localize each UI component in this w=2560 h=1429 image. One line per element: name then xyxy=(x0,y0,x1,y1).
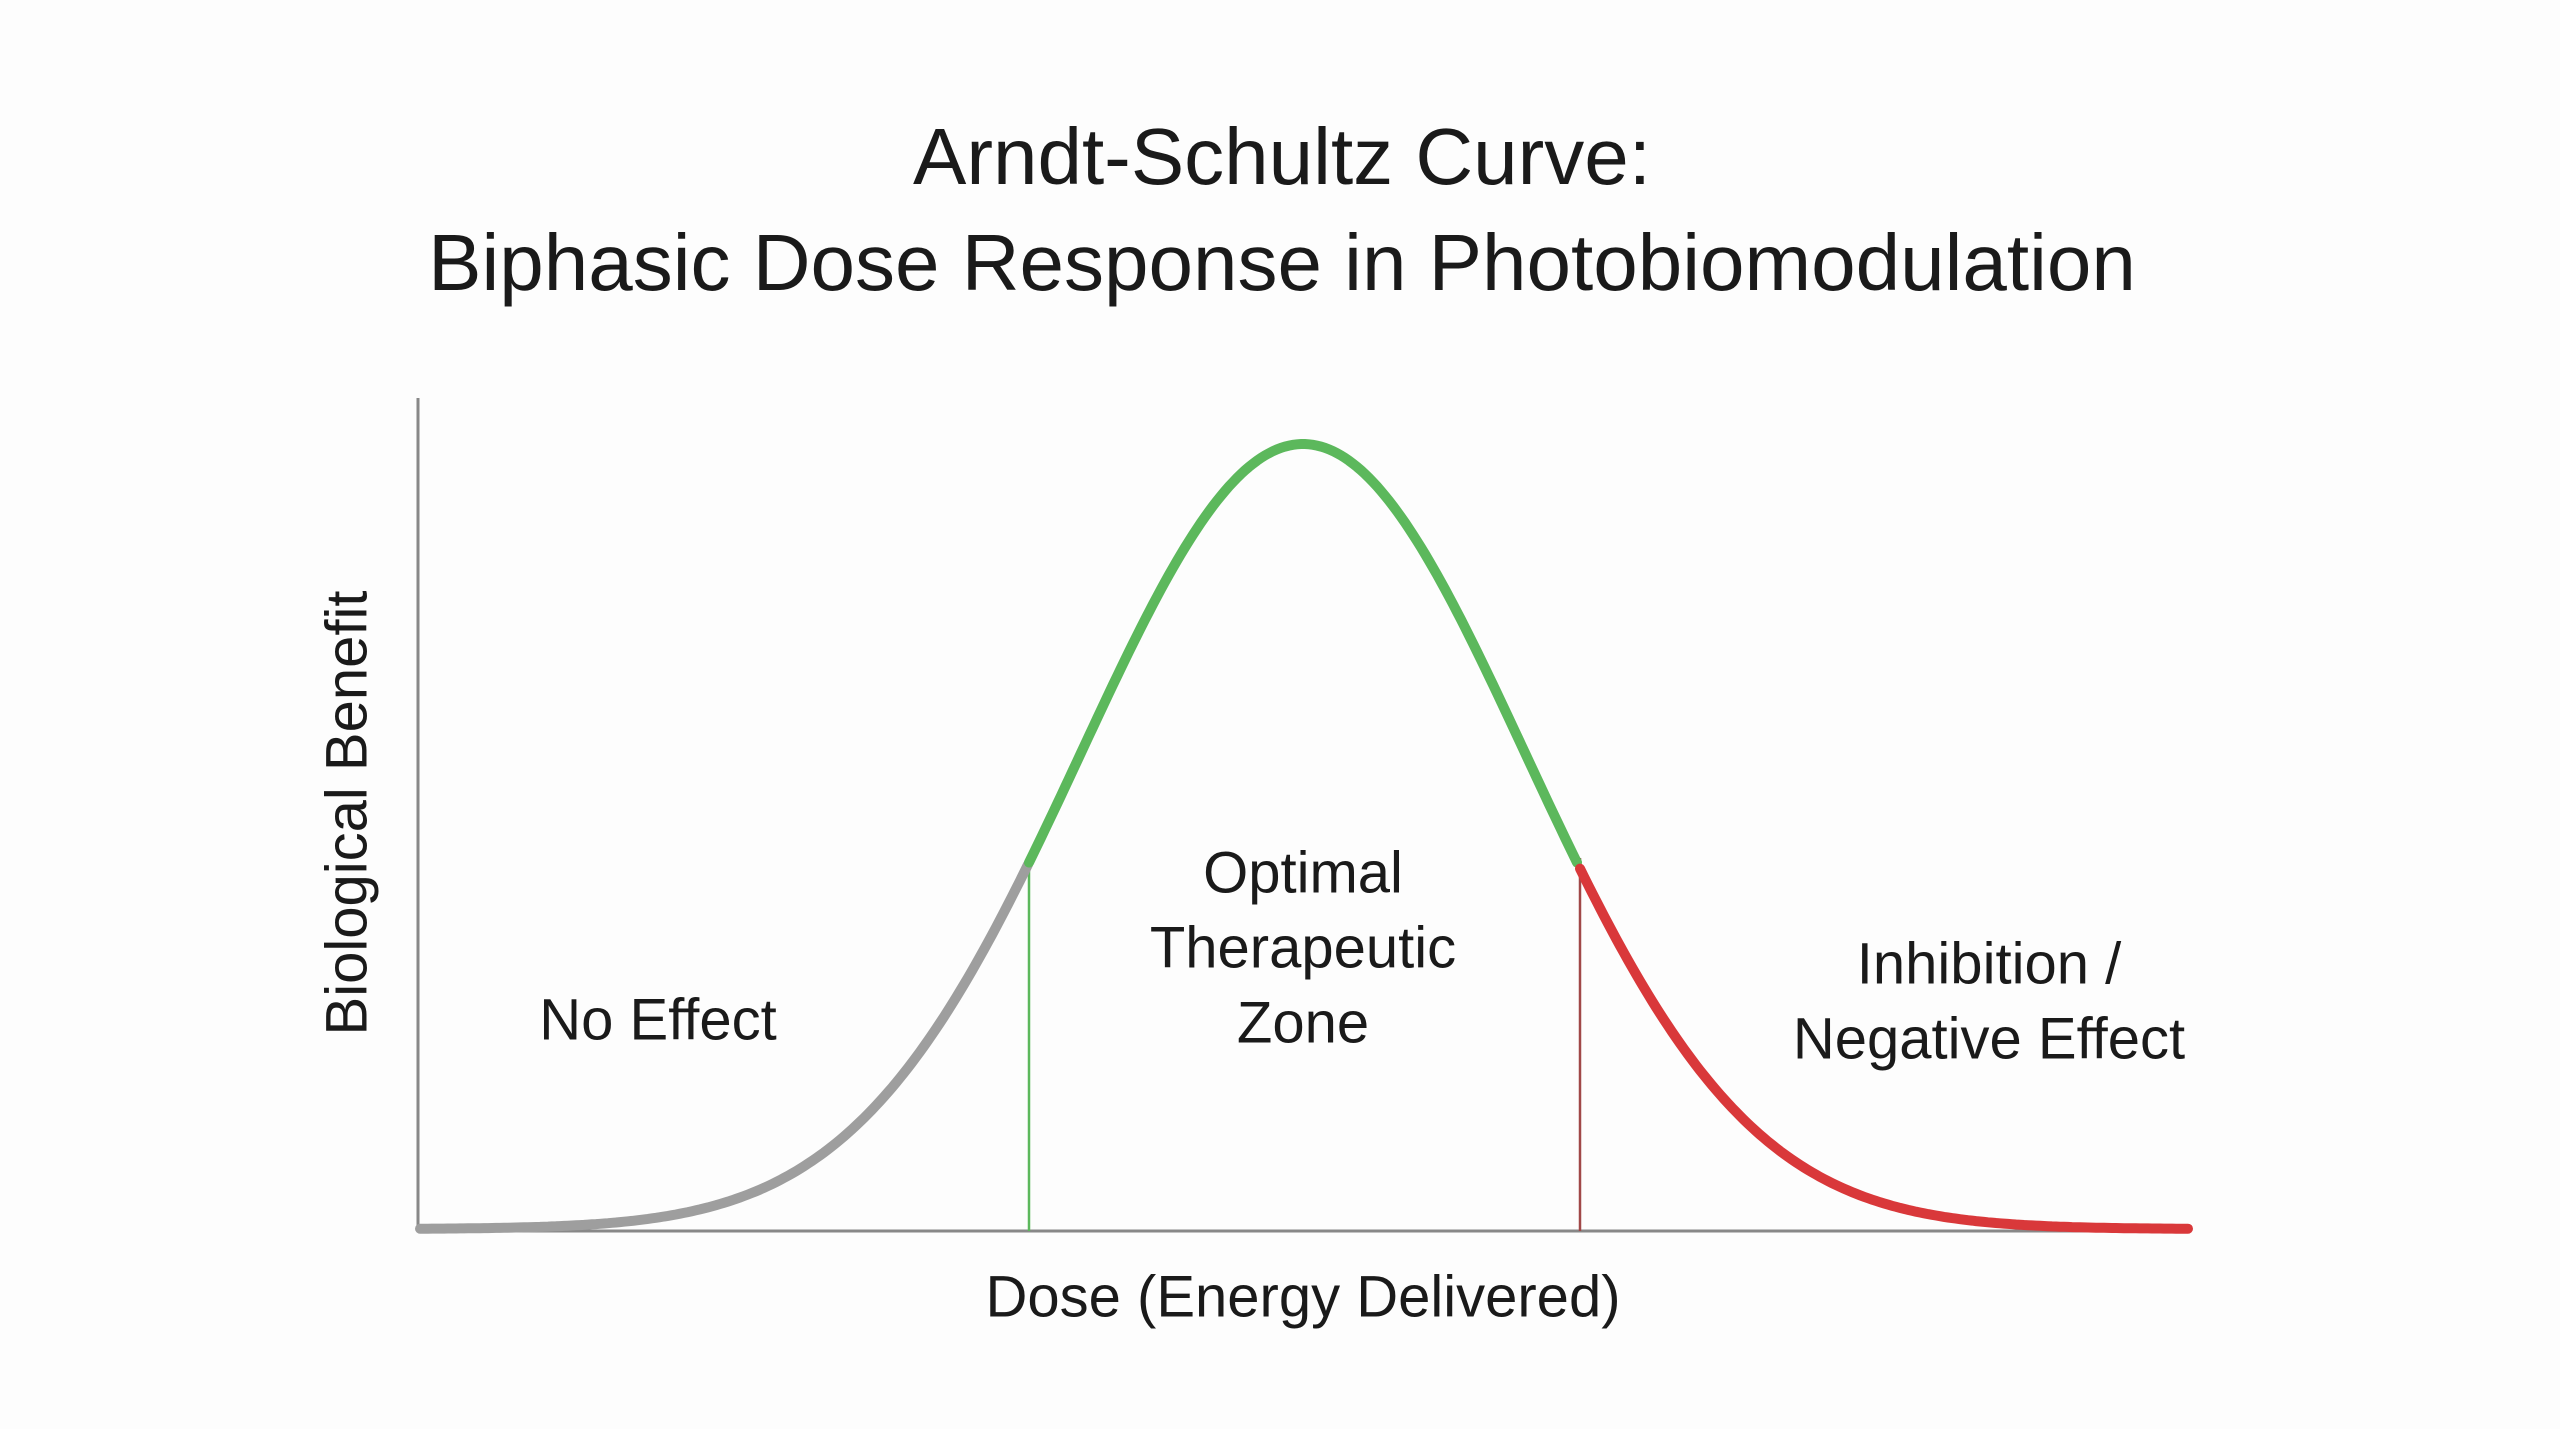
x-axis-label: Dose (Energy Delivered) xyxy=(985,1264,1620,1329)
title-line: Arndt-Schultz Curve: xyxy=(913,112,1651,201)
zone-label: Negative Effect xyxy=(1793,1006,2185,1071)
zone-label: Inhibition / xyxy=(1857,931,2122,996)
response-curve xyxy=(415,439,2193,1234)
y-axis-label: Biological Benefit xyxy=(314,591,379,1036)
curve-segment xyxy=(1575,863,2193,1234)
title-line: Biphasic Dose Response in Photobiomodula… xyxy=(428,218,2136,307)
zone-label: Zone xyxy=(1237,990,1369,1055)
curve-segment xyxy=(415,859,1033,1234)
zone-label: Optimal xyxy=(1203,840,1403,905)
zone-label: Therapeutic xyxy=(1150,915,1456,980)
zone-label: No Effect xyxy=(539,987,777,1052)
curve-segment xyxy=(1024,439,1582,868)
